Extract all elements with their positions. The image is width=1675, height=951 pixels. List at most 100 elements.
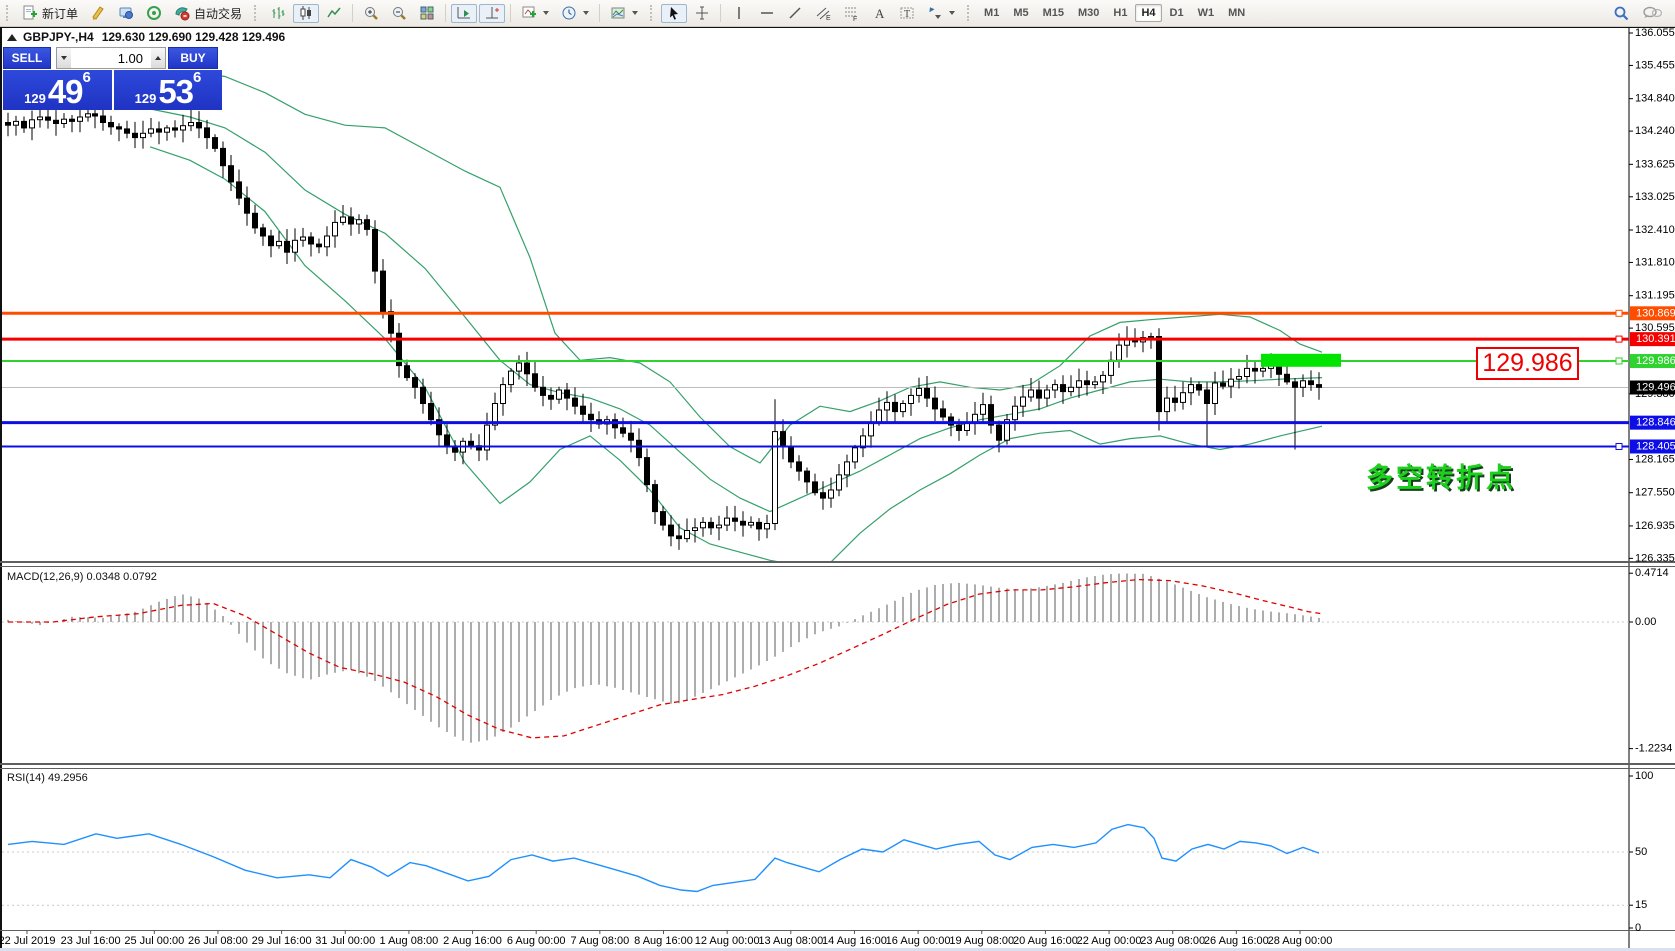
timeframe-m15-button[interactable]: M15 [1042, 7, 1064, 19]
bollinger-lower-band [149, 146, 1323, 561]
svg-text:127.550: 127.550 [1635, 487, 1675, 499]
timeframe-h1-button[interactable]: H1 [1113, 7, 1128, 19]
periods-caret [583, 11, 590, 15]
channel-tool-button[interactable]: E [810, 4, 836, 23]
sell-button[interactable]: SELL [3, 47, 51, 69]
equidistant-channel-icon: E [815, 5, 831, 21]
toolbar-grip[interactable] [254, 5, 260, 21]
signals-button[interactable] [141, 4, 167, 23]
timeframe-m30-button[interactable]: M30 [1078, 7, 1100, 19]
svg-text:128.165: 128.165 [1635, 453, 1675, 465]
text-tool-button[interactable]: A [866, 4, 892, 23]
symbol-arrow-icon[interactable] [7, 33, 17, 41]
svg-text:A: A [875, 6, 885, 21]
macd-axis: 0.4714 0.00 -1.2234 [1629, 567, 1672, 755]
autotrading-icon [174, 5, 190, 21]
svg-text:7 Aug 08:00: 7 Aug 08:00 [570, 935, 629, 947]
horizontal-line-icon [759, 5, 775, 21]
bar-chart-button[interactable] [265, 4, 291, 23]
svg-text:134.240: 134.240 [1635, 125, 1675, 137]
search-button[interactable] [1608, 4, 1635, 23]
sell-price-sup: 6 [82, 69, 91, 86]
arrows-caret [949, 11, 956, 15]
auto-scroll-button[interactable] [451, 3, 478, 23]
vertical-line-tool-button[interactable] [726, 4, 752, 23]
crosshair-icon [694, 5, 710, 21]
svg-text:130.595: 130.595 [1635, 322, 1675, 334]
svg-text:29 Jul 16:00: 29 Jul 16:00 [252, 935, 312, 947]
volume-increase-button[interactable] [151, 48, 165, 68]
buy-button[interactable]: BUY [168, 47, 218, 69]
periods-button[interactable] [556, 4, 594, 23]
bollinger-middle-band [149, 108, 1323, 513]
rsi-axis: 100 50 15 0 [1629, 770, 1653, 934]
timeframe-w1-button[interactable]: W1 [1197, 7, 1215, 19]
volume-decrease-button[interactable] [57, 48, 71, 68]
svg-text:134.840: 134.840 [1635, 93, 1675, 105]
chart-shift-button[interactable] [479, 3, 506, 23]
indicators-button[interactable] [516, 4, 554, 23]
volume-input[interactable] [71, 48, 151, 68]
terminal-button[interactable] [113, 4, 139, 23]
timeframe-mn-button[interactable]: MN [1228, 7, 1246, 19]
chat-button[interactable] [1637, 4, 1667, 23]
timeframe-m1-button[interactable]: M1 [984, 7, 1000, 19]
rsi-panel [2, 823, 1629, 906]
svg-text:14 Aug 16:00: 14 Aug 16:00 [822, 935, 887, 947]
sell-price-display[interactable]: 129 49 6 [3, 70, 112, 110]
line-chart-icon [326, 5, 342, 21]
window-chrome [0, 26, 1675, 951]
candlestick-chart-button[interactable] [293, 3, 320, 23]
templates-button[interactable] [605, 4, 643, 23]
zoom-in-button[interactable] [358, 4, 384, 23]
price-tag-box[interactable]: 129.986 [1476, 347, 1579, 380]
svg-text:23 Jul 16:00: 23 Jul 16:00 [61, 935, 121, 947]
svg-text:31 Jul 00:00: 31 Jul 00:00 [315, 935, 375, 947]
trendline-tool-button[interactable] [782, 4, 808, 23]
horizontal-line-tool-button[interactable] [754, 4, 780, 23]
timeframe-group: M1 M5 M15 M30 H1 H4 D1 W1 MN [977, 4, 1252, 22]
metaeditor-button[interactable] [85, 4, 111, 23]
time-axis: 22 Jul 2019 23 Jul 16:00 25 Jul 00:00 26 Ju… [0, 930, 1332, 947]
autotrading-button[interactable]: 自动交易 [169, 4, 247, 23]
new-order-button[interactable]: 新订单 [17, 4, 83, 23]
signals-icon [146, 5, 162, 21]
crosshair-tool-button[interactable] [689, 4, 715, 23]
arrows-icon [927, 5, 943, 21]
toolbar-grip[interactable] [650, 5, 656, 21]
tile-windows-button[interactable] [414, 4, 440, 23]
horizontal-lines-layer[interactable] [2, 309, 1629, 450]
indicators-icon [521, 5, 537, 21]
toolbar-grip[interactable] [6, 5, 12, 21]
turning-point-annotation: 多空转折点 [1366, 463, 1516, 493]
toolbar-grip[interactable] [967, 5, 973, 21]
timeframe-d1-button[interactable]: D1 [1169, 7, 1184, 19]
volume-stepper [56, 47, 166, 69]
templates-icon [610, 5, 626, 21]
highlight-bar[interactable] [1261, 353, 1341, 367]
zoom-out-button[interactable] [386, 4, 412, 23]
sell-price-big: 49 [47, 73, 84, 110]
chart-title-symbol: GBPJPY-,H4 [23, 30, 94, 44]
buy-price-big: 53 [158, 73, 194, 110]
tile-windows-icon [419, 5, 435, 21]
chart-title-ohlc: 129.630 129.690 129.428 129.496 [101, 30, 286, 44]
cursor-tool-button[interactable] [661, 3, 688, 23]
current-price-badge [1630, 380, 1675, 395]
buy-price-display[interactable]: 129 53 6 [114, 70, 222, 110]
line-chart-button[interactable] [321, 4, 347, 23]
svg-text:126.335: 126.335 [1635, 552, 1675, 564]
timeframe-h4-button[interactable]: H4 [1135, 4, 1162, 22]
svg-text:22 Jul 2019: 22 Jul 2019 [0, 935, 55, 947]
svg-text:0.00: 0.00 [1635, 616, 1656, 628]
svg-text:0: 0 [1635, 922, 1641, 934]
text-icon: A [871, 5, 887, 21]
zoom-in-icon [363, 5, 379, 21]
text-label-tool-button[interactable]: T [894, 4, 920, 23]
arrows-tool-button[interactable] [922, 4, 960, 23]
fibonacci-tool-button[interactable]: F [838, 4, 864, 23]
chat-icon [1642, 5, 1662, 21]
buy-price-sup: 6 [193, 69, 202, 86]
timeframe-m5-button[interactable]: M5 [1013, 7, 1029, 19]
